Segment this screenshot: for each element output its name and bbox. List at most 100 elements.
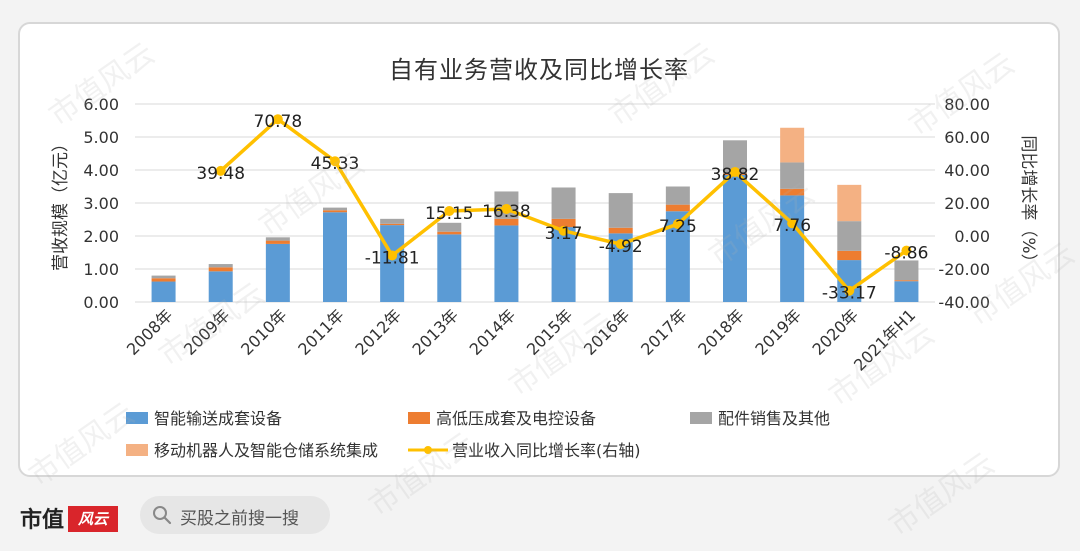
legend-item-series-2: 高低压成套及电控设备 [408, 407, 596, 431]
legend-swatch [126, 411, 148, 424]
bar-segment [380, 223, 405, 226]
y2-tick-label: 60.00 [944, 128, 990, 147]
y2-tick-label: -20.00 [938, 260, 990, 279]
line-data-label: 15.15 [425, 204, 474, 224]
line-data-label: -4.92 [599, 237, 643, 257]
bar-segment [551, 187, 576, 219]
bar-segment [780, 162, 805, 189]
legend-item-series-3: 配件销售及其他 [690, 407, 830, 431]
search-placeholder: 买股之前搜一搜 [180, 509, 299, 529]
line-point [844, 285, 855, 296]
y2-tick-label: 40.00 [944, 161, 990, 180]
line-point [387, 250, 398, 261]
line-data-label: 3.17 [545, 224, 583, 244]
line-point [558, 225, 569, 236]
chart-title: 自有业务营收及同比增长率 [389, 56, 689, 84]
chart-plot: 0.00 1.00 2.00 3.00 4.00 5.00 6.00 -40.00 -20.00… [51, 95, 1038, 375]
x-tick-label: 2010年 [237, 305, 291, 359]
x-tick-label: 2020年 [809, 305, 863, 359]
bar-segment [837, 221, 862, 251]
line-data-label: 38.82 [711, 165, 760, 185]
line-data-label: 7.25 [659, 217, 697, 237]
line-data-label: -8.86 [884, 244, 928, 264]
chart-card: 自有业务营收及同比增长率 0.00 1.00 2.00 3.00 4.00 5.00 6.0… [18, 22, 1060, 477]
y-tick-label: 5.00 [83, 128, 119, 147]
search-icon [153, 506, 172, 525]
bar-segment [894, 280, 919, 282]
bar-segment [265, 240, 290, 244]
line-point [730, 166, 740, 177]
line-data-label: 39.48 [196, 164, 245, 184]
x-tick-label: 2019年 [751, 305, 805, 359]
bar-segment [437, 234, 462, 302]
y2-tick-label: 0.00 [954, 227, 990, 246]
y2-axis-label: 同比增长率（%） [1018, 135, 1038, 270]
line-point [501, 203, 512, 214]
line-point [272, 114, 283, 125]
x-tick-label: 2012年 [351, 305, 405, 359]
legend-label: 移动机器人及智能仓储系统集成 [154, 441, 379, 460]
x-tick-label: 2018年 [694, 305, 748, 359]
line-point [787, 218, 798, 229]
legend-label: 配件销售及其他 [718, 409, 831, 428]
bar-segment [380, 218, 405, 224]
bar-segment [323, 212, 347, 302]
y-tick-label: 0.00 [83, 293, 119, 312]
bar-segment [151, 275, 176, 279]
bar-segment [265, 237, 290, 241]
bar-segment [780, 188, 805, 196]
legend-line-swatch [408, 445, 448, 454]
y2-tick-label: 20.00 [944, 194, 990, 213]
bar-segment [780, 127, 805, 163]
line-data-label: 16.38 [482, 202, 531, 222]
x-tick-label: 2009年 [180, 305, 234, 359]
legend-swatch [408, 411, 430, 424]
x-tick-label: 2021年H1 [850, 305, 919, 374]
bar-segment [723, 174, 747, 302]
bar-segment [780, 195, 805, 302]
y2-tick-label: -40.00 [938, 293, 990, 312]
bar-segment [437, 222, 462, 232]
bar-segment [837, 250, 862, 261]
line-data-label: 70.78 [254, 112, 303, 132]
line-point [215, 165, 226, 176]
legend-item-series-4: 移动机器人及智能仓储系统集成 [126, 439, 378, 463]
chart-legend: 智能输送成套设备 高低压成套及电控设备 配件销售及其他 移动机器人及智能仓储系统… [126, 407, 1026, 471]
y-tick-label: 6.00 [83, 95, 119, 114]
bar-segment [551, 218, 576, 228]
y-tick-label: 2.00 [83, 227, 119, 246]
x-tick-label: 2015年 [523, 305, 577, 359]
line-data-label: -33.17 [822, 284, 877, 304]
line-point [444, 206, 455, 217]
line-data-label: 7.76 [773, 216, 811, 236]
x-tick-label: 2011年 [294, 305, 348, 359]
brand[interactable]: 市值 风云 [20, 502, 119, 534]
line-data-label: 45.33 [311, 154, 360, 174]
legend-swatch [126, 443, 148, 456]
legend-item-growth-line: 营业收入同比增长率(右轴) [408, 439, 641, 463]
bar-segment [837, 184, 862, 222]
bar-segment [437, 231, 462, 235]
line-point [615, 239, 626, 250]
bar-segment [208, 264, 233, 268]
bar-segment [494, 218, 519, 226]
legend-label: 营业收入同比增长率(右轴) [452, 441, 641, 460]
line-data-label: -11.81 [365, 248, 420, 268]
bar-segment [608, 193, 633, 228]
bar-segment [494, 225, 519, 302]
bar-segment [380, 225, 405, 302]
search-bar[interactable]: 买股之前搜一搜 [140, 496, 330, 534]
y-axis-label: 营收规模（亿元） [51, 135, 71, 271]
bar-segment [894, 260, 919, 281]
y-tick-label: 4.00 [83, 161, 119, 180]
brand-logo: 风云 [68, 506, 119, 532]
bar-segment [151, 278, 176, 282]
bar-segment [208, 267, 233, 272]
legend-label: 高低压成套及电控设备 [436, 409, 597, 428]
x-tick-label: 2017年 [637, 305, 691, 359]
y-tick-label: 3.00 [83, 194, 119, 213]
bar-segment [323, 210, 347, 213]
bar-segment [151, 281, 176, 302]
brand-name: 市值 [20, 508, 65, 533]
bar-segment [265, 243, 290, 302]
